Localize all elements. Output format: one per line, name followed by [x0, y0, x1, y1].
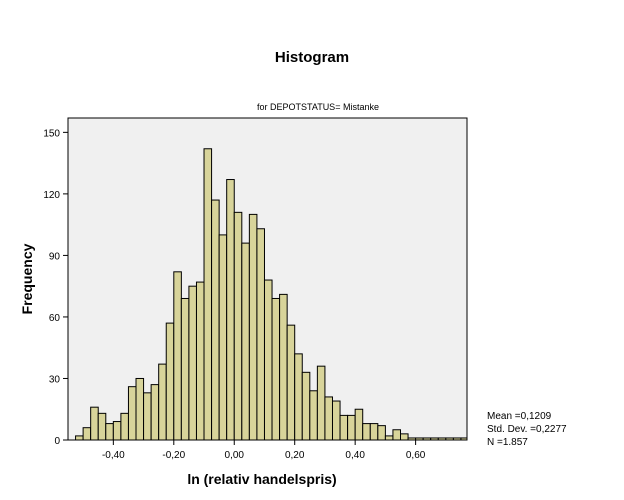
y-tick-label: 0 [54, 436, 60, 447]
histogram-bar [158, 363, 167, 441]
histogram-bar [437, 437, 447, 441]
histogram-bar [362, 423, 371, 441]
histogram-bar [226, 179, 235, 441]
histogram-bar [279, 293, 288, 441]
histogram-bar [384, 435, 394, 441]
histogram-bar [347, 414, 356, 441]
y-tick-label: 60 [49, 313, 61, 324]
histogram-bar [173, 271, 182, 441]
histogram-bar [392, 429, 402, 441]
histogram-bar [248, 213, 258, 441]
histogram-bar [263, 279, 273, 441]
histogram-bar [415, 437, 424, 441]
histogram-bar [377, 425, 386, 441]
x-tick-label: 0,40 [345, 450, 365, 461]
histogram-bar [82, 427, 92, 441]
histogram-bar [301, 371, 311, 441]
y-tick-label: 90 [49, 251, 61, 262]
y-tick-label: 30 [49, 374, 61, 385]
bars-group [75, 148, 468, 441]
x-axis-label: ln (relativ handelspris) [187, 471, 336, 487]
histogram-bar [460, 437, 468, 441]
histogram-bar [339, 414, 349, 441]
histogram-bar [218, 234, 228, 441]
histogram-bar [143, 392, 152, 441]
histogram-bar [369, 423, 379, 441]
histogram-bar [445, 437, 454, 441]
stat-mean: Mean =0,1209 [487, 411, 552, 422]
histogram-bar [112, 421, 122, 441]
x-tick-label: 0,00 [225, 450, 245, 461]
histogram-bar [400, 433, 409, 441]
histogram-bar [422, 437, 432, 441]
histogram-bar [233, 211, 243, 441]
chart-subtitle: for DEPOTSTATUS= Mistanke [257, 102, 379, 112]
y-axis-label: Frequency [19, 243, 35, 314]
histogram-bar [271, 297, 281, 441]
histogram-bar [97, 412, 107, 441]
histogram-bar [452, 437, 462, 441]
histogram-bar [286, 324, 296, 441]
histogram-bar [127, 386, 137, 441]
y-tick-label: 150 [43, 128, 60, 139]
histogram-bar [203, 148, 213, 441]
histogram-bar [135, 377, 145, 441]
stat-n: N =1.857 [487, 437, 528, 448]
histogram-bar [195, 281, 205, 441]
stat-std-dev: Std. Dev. =0,2277 [487, 424, 567, 435]
histogram-bar [324, 396, 333, 441]
histogram-bar [331, 400, 341, 441]
chart-title: Histogram [275, 49, 349, 66]
x-axis-ticks: -0,40 -0,20 0,00 0,20 0,40 0,60 [102, 440, 426, 461]
histogram-bar [354, 408, 364, 441]
histogram-bar [120, 412, 129, 441]
histogram-bar [256, 228, 265, 441]
histogram-bar [407, 437, 417, 441]
histogram-bar [430, 437, 439, 441]
histogram-bar [180, 297, 190, 441]
histogram-bar [188, 285, 197, 441]
x-tick-label: 0,20 [285, 450, 305, 461]
histogram-bar [75, 435, 84, 441]
y-tick-label: 120 [43, 190, 60, 201]
histogram-bar [241, 242, 250, 441]
histogram-bar [105, 423, 114, 441]
x-tick-label: 0,60 [406, 450, 426, 461]
histogram-bar [211, 199, 220, 441]
histogram-bar [90, 406, 99, 441]
histogram-bar [165, 322, 175, 441]
x-tick-label: -0,20 [162, 450, 185, 461]
y-axis-ticks: 0 30 60 90 120 150 [43, 128, 68, 447]
x-tick-label: -0,40 [102, 450, 125, 461]
histogram-bar [150, 384, 160, 441]
histogram-bar [309, 390, 318, 441]
histogram-bar [316, 365, 326, 441]
histogram-bar [294, 353, 303, 441]
